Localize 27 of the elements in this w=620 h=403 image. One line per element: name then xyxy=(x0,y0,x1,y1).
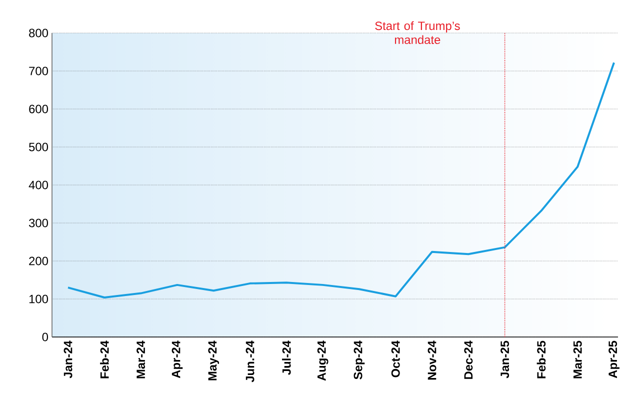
x-tick-label: Mar-24 xyxy=(136,340,146,378)
x-tick-label: Jan-25 xyxy=(500,340,510,378)
y-tick-label: 100 xyxy=(29,294,48,304)
x-tick-label: Mar-25 xyxy=(573,340,582,378)
x-tick-label: Feb-25 xyxy=(536,340,546,378)
x-tick-label: Jun.-24 xyxy=(246,340,254,382)
x-tick-label: Nov-24 xyxy=(428,340,436,380)
line-series xyxy=(67,62,616,298)
y-tick-label: 0 xyxy=(42,332,48,342)
x-tick-label: Feb-24 xyxy=(100,340,109,378)
ref-line-label: Start of Trump’s mandate xyxy=(375,21,460,44)
y-tick-label: 200 xyxy=(29,256,48,266)
y-tick-label: 500 xyxy=(29,142,48,152)
x-tick-label: Apr-25 xyxy=(608,340,620,378)
x-tick-label: Apr-24 xyxy=(172,340,183,378)
x-tick-label: Jan-24 xyxy=(64,340,72,378)
y-tick-label: 300 xyxy=(28,218,48,228)
x-tick-label: Aug-24 xyxy=(317,340,328,381)
y-tick-label: 600 xyxy=(29,104,48,114)
x-tick-label: May-24 xyxy=(208,340,220,380)
x-tick-label: Oct-24 xyxy=(391,340,400,378)
y-tick-label: 700 xyxy=(29,66,48,76)
y-tick-label: 800 xyxy=(29,28,48,38)
x-tick-label: Jul-24 xyxy=(282,340,291,375)
y-tick-label: 400 xyxy=(28,180,48,190)
x-tick-label: Sep-24 xyxy=(354,340,365,380)
x-tick-label: Dec-24 xyxy=(464,340,473,379)
